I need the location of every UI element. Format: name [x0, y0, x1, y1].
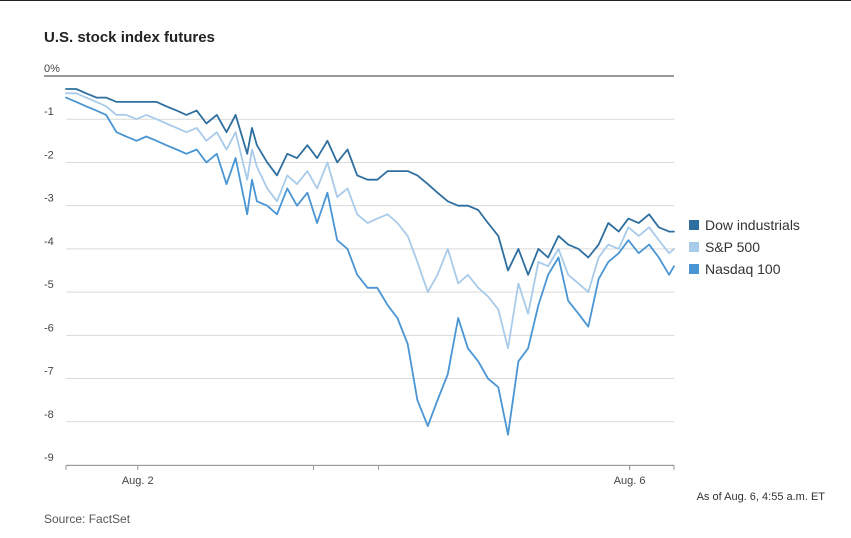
y-tick-label: -7 — [44, 366, 54, 378]
timestamp-note: As of Aug. 6, 4:55 a.m. ET — [696, 491, 825, 503]
y-tick-label: -4 — [44, 236, 54, 248]
series-line-s-p-500 — [65, 92, 675, 350]
legend: Dow industrials S&P 500 Nasdaq 100 — [689, 214, 800, 280]
y-tick-label: -9 — [44, 452, 54, 464]
legend-swatch-nasdaq — [689, 264, 699, 274]
legend-swatch-sp500 — [689, 242, 699, 252]
legend-item-nasdaq: Nasdaq 100 — [689, 258, 800, 280]
y-tick-label: -2 — [44, 149, 54, 161]
grid-layer — [44, 75, 674, 466]
series-layer — [65, 88, 675, 436]
x-tick-label: Aug. 2 — [122, 475, 154, 487]
x-tick-label: Aug. 6 — [614, 475, 646, 487]
top-rule — [0, 0, 851, 1]
chart-title: U.S. stock index futures — [44, 29, 215, 46]
y-tick-label: -8 — [44, 409, 54, 421]
axis-layer: 0% -1 -2 -3 -4 -5 -6 -7 -8 -9 Aug. 2 Aug. 6 — [44, 63, 675, 487]
y-tick-label: -1 — [44, 106, 54, 118]
legend-item-sp500: S&P 500 — [689, 236, 800, 258]
legend-item-dow: Dow industrials — [689, 214, 800, 236]
legend-swatch-dow — [689, 220, 699, 230]
y-tick-label: 0% — [44, 63, 60, 75]
series-line-dow-industrials — [65, 88, 675, 276]
legend-label-dow: Dow industrials — [705, 217, 800, 233]
source-note: Source: FactSet — [44, 512, 131, 526]
legend-label-sp500: S&P 500 — [705, 239, 761, 255]
series-line-nasdaq-100 — [65, 96, 675, 436]
y-tick-label: -3 — [44, 193, 54, 205]
y-tick-label: -6 — [44, 322, 54, 334]
legend-label-nasdaq: Nasdaq 100 — [705, 261, 781, 277]
y-tick-label: -5 — [44, 279, 54, 291]
